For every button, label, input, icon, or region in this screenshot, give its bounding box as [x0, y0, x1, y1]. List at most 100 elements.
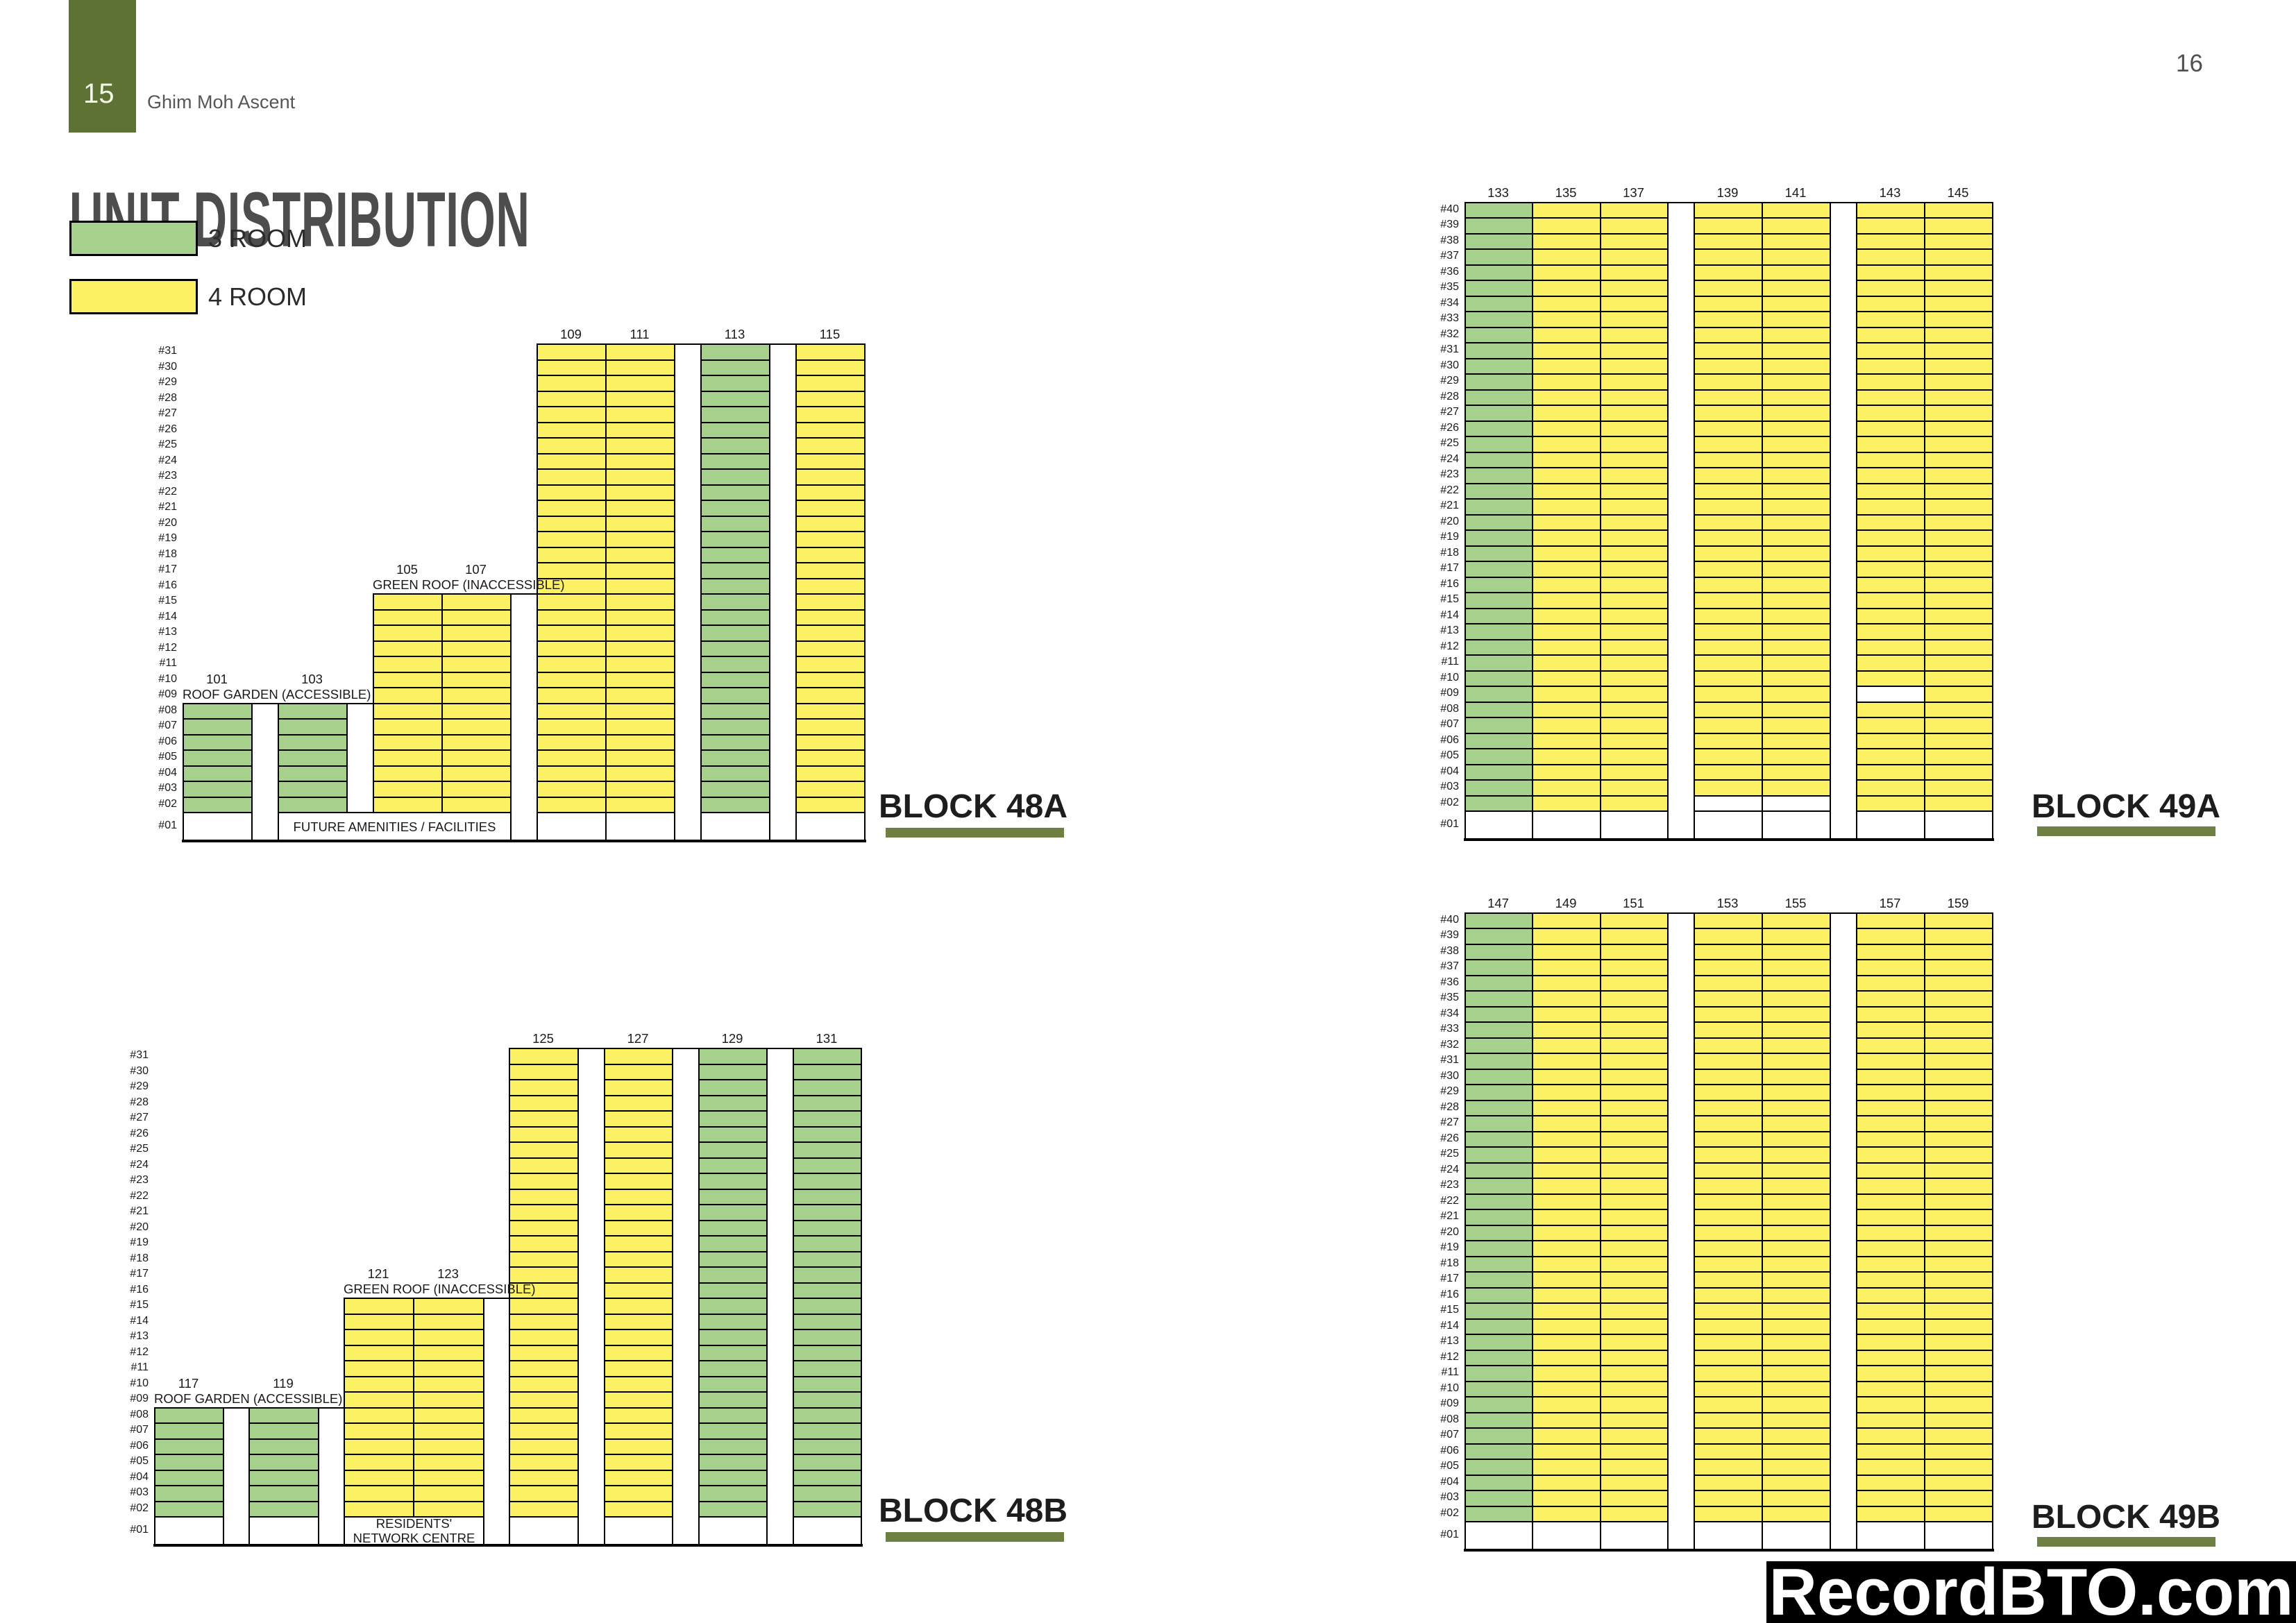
- floor-label: #20: [130, 1221, 149, 1233]
- unit-cell-4room: [1600, 1209, 1669, 1226]
- floor-label: #11: [130, 1361, 149, 1374]
- unit-cell-3room: [698, 1125, 768, 1143]
- floor-label: #15: [1440, 1304, 1459, 1316]
- floor-label: #18: [158, 547, 177, 560]
- unit-cell-4room: [1532, 1209, 1601, 1226]
- unit-cell-4room: [1762, 264, 1831, 281]
- unit-cell-4room: [795, 609, 866, 626]
- unit-cell-4room: [537, 640, 607, 657]
- unit-number-label: 137: [1623, 185, 1644, 200]
- unit-cell-4room: [1532, 1302, 1601, 1320]
- unit-cell-3room: [700, 656, 770, 673]
- roof-annotation-label: GREEN ROOF (INACCESSIBLE): [373, 577, 565, 592]
- unit-cell-4room: [1762, 326, 1831, 343]
- ground-void-cell: [698, 1516, 768, 1545]
- unit-cell-4room: [1856, 1505, 1925, 1522]
- unit-cell-4room: [373, 593, 443, 611]
- unit-cell-4room: [605, 452, 675, 470]
- unit-cell-4room: [1924, 498, 1993, 516]
- unit-cell-4room: [1856, 607, 1925, 624]
- unit-cell-3room: [1464, 405, 1533, 422]
- unit-cell-4room: [1762, 607, 1831, 624]
- floor-label: #06: [1440, 1444, 1459, 1456]
- unit-cell-4room: [1694, 1115, 1763, 1132]
- unit-cell-4room: [373, 656, 443, 673]
- unit-cell-4room: [1924, 248, 1993, 266]
- unit-cell-3room: [1464, 342, 1533, 359]
- ground-void-cell: [537, 812, 607, 841]
- unit-cell-4room: [509, 1266, 579, 1284]
- floor-label: #19: [1440, 531, 1459, 543]
- unit-cell-3room: [278, 733, 348, 751]
- roofline-connector: [1830, 912, 1856, 914]
- unit-cell-3room: [793, 1407, 862, 1424]
- unit-number-label: 121: [367, 1266, 389, 1281]
- ground-void-cell: [1532, 810, 1601, 840]
- unit-cell-4room: [1600, 217, 1669, 235]
- unit-cell-4room: [1924, 1365, 1993, 1382]
- unit-cell-4room: [1600, 1474, 1669, 1491]
- unit-cell-4room: [509, 1141, 579, 1159]
- unit-cell-4room: [1856, 670, 1925, 687]
- floor-label: #08: [1440, 1413, 1459, 1425]
- unit-cell-4room: [1694, 1053, 1763, 1070]
- unit-cell-4room: [537, 781, 607, 798]
- unit-cell-4room: [605, 515, 675, 532]
- unit-cell-3room: [700, 468, 770, 486]
- unit-cell-4room: [1694, 607, 1763, 624]
- unit-cell-empty: [1694, 794, 1763, 812]
- unit-cell-3room: [700, 702, 770, 720]
- unit-cell-4room: [1532, 1130, 1601, 1148]
- unit-cell-4room: [1600, 1068, 1669, 1085]
- unit-cell-3room: [278, 718, 348, 736]
- unit-cell-4room: [509, 1438, 579, 1455]
- unit-cell-4room: [1600, 1427, 1669, 1445]
- unit-cell-4room: [1762, 1411, 1831, 1429]
- unit-cell-3room: [698, 1219, 768, 1237]
- unit-cell-4room: [1856, 1099, 1925, 1116]
- unit-cell-4room: [1600, 1130, 1669, 1148]
- roofline-connector: [223, 1407, 248, 1409]
- unit-cell-4room: [1600, 1240, 1669, 1257]
- unit-cell-3room: [1464, 779, 1533, 797]
- unit-cell-4room: [1694, 295, 1763, 312]
- unit-cell-4room: [1600, 1365, 1669, 1382]
- floor-label: #29: [1440, 1085, 1459, 1098]
- unit-cell-4room: [1600, 1334, 1669, 1351]
- unit-cell-4room: [1856, 1084, 1925, 1101]
- unit-cell-4room: [1856, 1427, 1925, 1445]
- floor-label: #21: [1440, 1210, 1459, 1223]
- unit-cell-3room: [700, 749, 770, 767]
- unit-cell-4room: [1532, 373, 1601, 391]
- unit-cell-3room: [700, 546, 770, 563]
- unit-cell-4room: [1532, 576, 1601, 593]
- unit-cell-4room: [1532, 295, 1601, 312]
- unit-cell-4room: [537, 656, 607, 673]
- unit-cell-4room: [1600, 1505, 1669, 1522]
- floor-label: #15: [1440, 593, 1459, 606]
- unit-cell-4room: [537, 468, 607, 486]
- unit-cell-4room: [1762, 1037, 1831, 1054]
- unit-cell-4room: [1856, 1271, 1925, 1289]
- unit-cell-4room: [1532, 280, 1601, 297]
- unit-cell-3room: [700, 718, 770, 736]
- unit-cell-4room: [1694, 990, 1763, 1008]
- unit-cell-4room: [795, 343, 866, 361]
- unit-cell-4room: [1694, 1396, 1763, 1413]
- floor-label: #33: [1440, 312, 1459, 325]
- unit-cell-3room: [700, 421, 770, 439]
- unit-cell-3room: [1464, 1099, 1533, 1116]
- unit-cell-4room: [1532, 248, 1601, 266]
- unit-cell-4room: [1694, 405, 1763, 422]
- unit-cell-4room: [1924, 1146, 1993, 1164]
- unit-cell-3room: [700, 531, 770, 548]
- unit-number-label: 107: [465, 562, 487, 577]
- unit-cell-3room: [154, 1422, 224, 1440]
- floor-label: #29: [1440, 375, 1459, 387]
- unit-cell-4room: [1532, 1411, 1601, 1429]
- unit-cell-4room: [441, 593, 512, 611]
- unit-cell-4room: [441, 656, 512, 673]
- floor-label: #28: [130, 1096, 149, 1108]
- unit-cell-4room: [1600, 451, 1669, 468]
- unit-cell-3room: [700, 609, 770, 626]
